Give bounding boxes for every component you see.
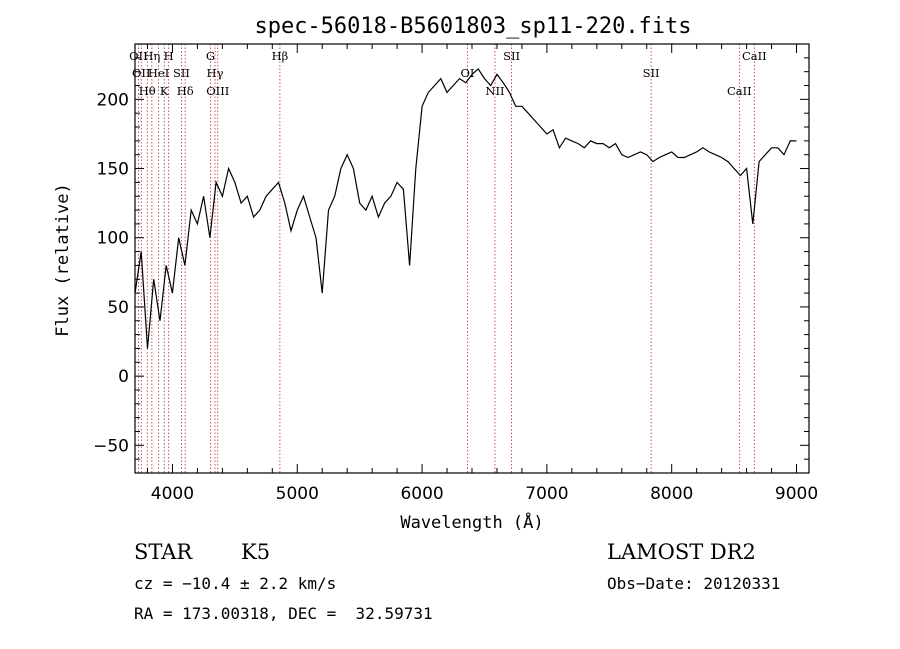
x-tick-label: 8000 [650, 484, 693, 504]
y-axis-ticks: −50 0 50 100 150 200 [93, 43, 809, 460]
object-class: STAR [134, 540, 193, 564]
line-label: Hγ [207, 66, 224, 80]
x-tick-label: 9000 [775, 484, 818, 504]
x-tick-label: 6000 [400, 484, 443, 504]
x-axis-label: Wavelength (Å) [400, 511, 543, 533]
x-axis-ticks: 4000 5000 6000 7000 8000 9000 [146, 44, 818, 504]
object-subclass: K5 [241, 540, 271, 564]
line-label: HeI [148, 66, 169, 80]
redshift-text: cz = −10.4 ± 2.2 km/s [134, 574, 337, 593]
plot-frame [134, 43, 810, 474]
y-tick-label: 150 [97, 160, 129, 180]
obs-date-text: Obs−Date: 20120331 [607, 574, 781, 593]
y-tick-label: 200 [97, 90, 129, 110]
line-label: CaII [742, 49, 767, 63]
y-tick-label: −50 [93, 436, 129, 456]
line-label: K [160, 84, 169, 98]
line-label: OII [129, 49, 148, 63]
line-label: Hθ [139, 84, 156, 98]
line-label: OII [132, 66, 151, 80]
line-label: SII [173, 66, 190, 80]
y-tick-label: 100 [97, 229, 129, 249]
line-label: CaII [727, 84, 752, 98]
chart-title: spec-56018-B5601803_sp11-220.fits [254, 14, 691, 39]
spectrum-series-line [134, 67, 797, 349]
y-axis-label: Flux (relative) [53, 183, 73, 337]
line-label: OIII [206, 84, 229, 98]
survey-label: LAMOST DR2 [607, 540, 756, 564]
line-label: Hβ [272, 49, 289, 63]
line-label: NII [485, 84, 504, 98]
x-tick-label: 4000 [151, 484, 194, 504]
line-label: Hη [143, 49, 160, 63]
y-tick-label: 50 [107, 298, 129, 318]
line-label: Hδ [177, 84, 194, 98]
x-tick-label: 5000 [276, 484, 319, 504]
spectral-line-markers [137, 44, 755, 473]
line-label: H [164, 49, 174, 63]
line-label: OI [461, 66, 475, 80]
y-tick-label: 0 [118, 367, 129, 387]
line-label: SII [503, 49, 520, 63]
line-label: SII [643, 66, 660, 80]
coordinates-text: RA = 173.00318, DEC = 32.59731 [134, 604, 433, 623]
x-tick-label: 7000 [525, 484, 568, 504]
line-label: G [206, 49, 215, 63]
spectral-line-labels: OII OII Hθ Hη HeI K H SII Hδ G Hγ OIII Hβ OI NII SII SII… [129, 49, 767, 98]
